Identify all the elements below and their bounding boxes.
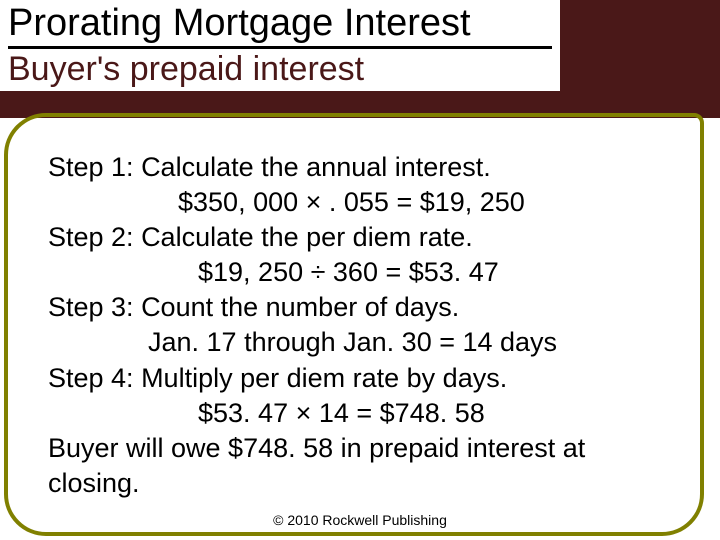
step2-label: Step 2: Calculate the per diem rate. [48,220,672,255]
summary-line2: closing. [48,466,672,501]
copyright-footer: © 2010 Rockwell Publishing [0,512,720,528]
summary-line1: Buyer will owe $748. 58 in prepaid inter… [48,431,672,466]
step1-calc: $350, 000 × . 055 = $19, 250 [48,185,672,220]
step1-label: Step 1: Calculate the annual interest. [48,150,672,185]
slide-body: Step 1: Calculate the annual interest. $… [48,150,672,501]
slide-subtitle: Buyer's prepaid interest [8,49,552,92]
slide-title: Prorating Mortgage Interest [8,0,552,49]
title-block: Prorating Mortgage Interest Buyer's prep… [0,0,560,91]
step4-label: Step 4: Multiply per diem rate by days. [48,361,672,396]
step3-label: Step 3: Count the number of days. [48,290,672,325]
step3-calc: Jan. 17 through Jan. 30 = 14 days [48,325,672,360]
step2-calc: $19, 250 ÷ 360 = $53. 47 [48,255,672,290]
step4-calc: $53. 47 × 14 = $748. 58 [48,396,672,431]
